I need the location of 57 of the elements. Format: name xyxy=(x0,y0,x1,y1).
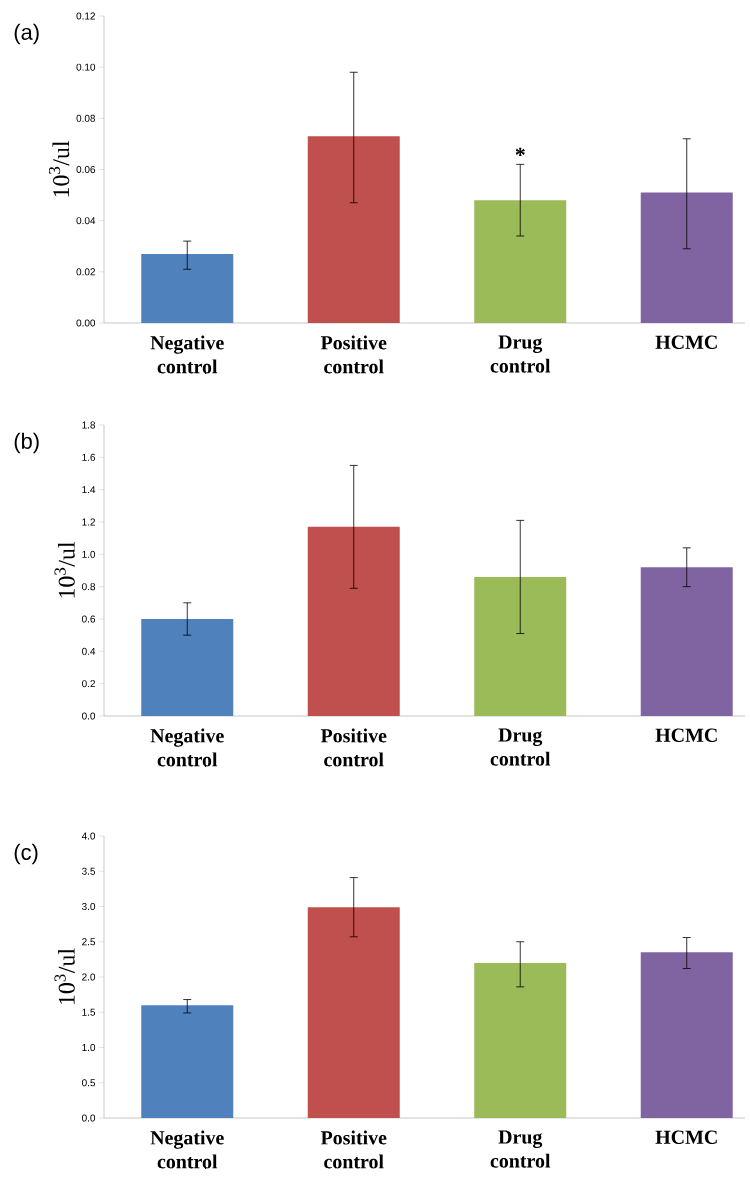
bar xyxy=(307,526,400,716)
y-tick-label: 0.5 xyxy=(82,1079,96,1087)
y-tick-label: 1.0 xyxy=(82,1043,96,1052)
y-tick-label: 3.5 xyxy=(82,867,96,875)
y-tick-label: 1.2 xyxy=(82,518,95,526)
y-axis-title: 10$^{3}$/ul xyxy=(54,948,75,1004)
bar xyxy=(307,136,400,323)
y-tick-label: 2.5 xyxy=(82,938,96,946)
y-tick-label: 0.0 xyxy=(82,1114,96,1122)
chart-title: (b) xyxy=(14,432,39,454)
bar xyxy=(474,200,567,323)
x-tick-label: Positive control xyxy=(320,335,387,374)
x-tick-label: Negative control xyxy=(150,1130,224,1169)
x-tick-label: HCMC xyxy=(655,335,717,349)
y-tick-label: 0.00 xyxy=(76,319,96,327)
bar xyxy=(141,618,234,716)
x-tick-label: HCMC xyxy=(655,1130,717,1144)
y-tick-label: 0.2 xyxy=(82,680,95,688)
x-tick-label: Drug control xyxy=(490,728,551,766)
y-tick-label: 2.0 xyxy=(82,973,96,981)
y-axis-title: 10$^{3}$/ul xyxy=(54,541,75,598)
y-tick-label: 0.06 xyxy=(76,165,96,174)
y-tick-label: 0.6 xyxy=(82,615,96,623)
bar xyxy=(307,907,400,1118)
x-tick-label: Positive control xyxy=(320,728,387,767)
y-tick-label: 1.4 xyxy=(82,486,96,494)
y-tick-label: 0.8 xyxy=(82,583,96,591)
y-axis-title: 10$^{3}$/ul xyxy=(48,140,70,197)
y-tick-label: 0.10 xyxy=(76,63,96,71)
x-tick-label: Negative control xyxy=(150,728,224,767)
y-tick-label: 0.02 xyxy=(76,268,95,276)
bar xyxy=(474,962,567,1118)
chart-title: (a) xyxy=(14,23,39,45)
x-tick-label: Positive control xyxy=(320,1130,387,1169)
y-tick-label: 1.0 xyxy=(82,550,96,558)
bar xyxy=(474,576,567,716)
bar xyxy=(141,253,234,323)
y-tick-label: 1.5 xyxy=(82,1008,96,1016)
y-tick-label: 1.6 xyxy=(82,453,96,461)
bar xyxy=(640,192,733,323)
y-tick-label: 0.08 xyxy=(76,114,96,122)
bar xyxy=(640,567,733,716)
y-tick-label: 1.8 xyxy=(82,421,96,429)
bar xyxy=(141,1005,234,1118)
y-tick-label: 3.0 xyxy=(82,902,96,911)
y-tick-label: 0.12 xyxy=(76,12,95,20)
x-tick-label: HCMC xyxy=(655,728,717,742)
chart-title: (c) xyxy=(14,843,38,865)
y-tick-label: 0.4 xyxy=(82,647,96,655)
y-tick-label: 4.0 xyxy=(81,832,96,840)
y-tick-label: 0.0 xyxy=(82,712,96,720)
y-tick-label: 0.04 xyxy=(76,217,96,225)
x-tick-label: Drug control xyxy=(490,335,551,373)
bar xyxy=(640,952,733,1118)
annotation: * xyxy=(515,147,525,156)
x-tick-label: Drug control xyxy=(490,1130,551,1168)
x-tick-label: Negative control xyxy=(150,335,224,374)
